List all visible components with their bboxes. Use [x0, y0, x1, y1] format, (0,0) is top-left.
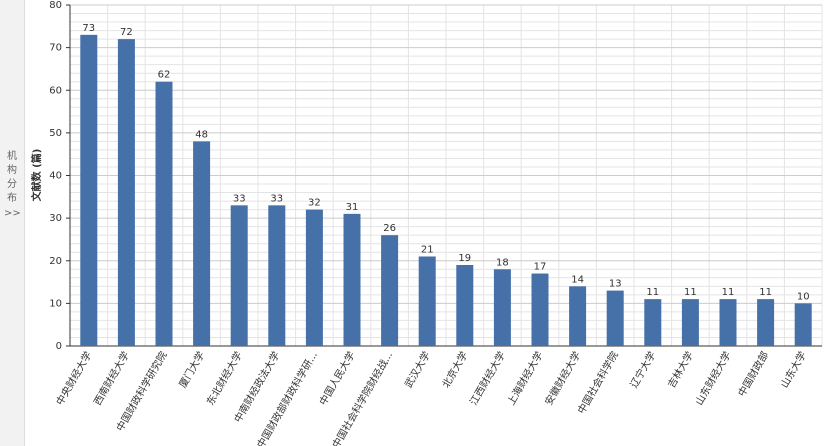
x-tick-label: 上海财经大学 [504, 349, 545, 407]
sidebar-label[interactable]: 机构分布 [7, 151, 17, 204]
data-label: 14 [571, 274, 584, 285]
bar [644, 299, 662, 346]
bar [268, 205, 286, 346]
x-tick-label: 西南财经大学 [91, 349, 132, 407]
y-tick-label: 0 [56, 341, 62, 352]
x-tick-label: 辽宁大学 [627, 349, 658, 390]
x-tick-label: 东北财经大学 [204, 349, 245, 407]
sidebar-toggle[interactable]: >> [4, 208, 21, 219]
data-label: 21 [421, 244, 434, 255]
bar [531, 273, 549, 346]
bar [80, 34, 98, 347]
data-label: 11 [722, 287, 735, 298]
bar [719, 299, 737, 346]
y-tick-label: 30 [49, 213, 62, 224]
y-tick-label: 70 [49, 43, 62, 54]
y-tick-label: 40 [49, 171, 62, 182]
sidebar[interactable]: 机构分布 >> [0, 0, 25, 446]
data-label: 62 [158, 70, 171, 81]
bar [305, 209, 323, 346]
data-label: 32 [308, 198, 321, 209]
data-label: 33 [233, 193, 246, 204]
x-tick-label: 中国社会科学院 [575, 349, 621, 416]
y-axis-title: 文献数 (篇) [30, 149, 43, 202]
y-tick-label: 10 [49, 298, 62, 309]
bar [569, 286, 587, 346]
bar [456, 265, 474, 346]
data-label: 11 [684, 287, 697, 298]
bar [155, 81, 173, 346]
x-tick-label: 中国人民大学 [316, 349, 357, 407]
bar [193, 141, 211, 346]
data-label: 11 [759, 287, 772, 298]
data-label: 13 [609, 279, 622, 290]
bar [493, 269, 511, 346]
data-label: 31 [346, 202, 359, 213]
x-tick-label: 中国财政部 [735, 349, 771, 399]
chart: 文献数 (篇) 0 10 20 30 40 50 60 70 80 中央财经大学 73 西南财经大学 7… [30, 0, 823, 446]
x-tick-label: 安徽财经大学 [542, 349, 583, 407]
x-tick-label: 江西财经大学 [467, 349, 508, 407]
x-tick-label: 中央财经大学 [53, 349, 94, 407]
x-tick-label: 中国社会科学院财经战... [329, 349, 395, 446]
x-tick-label: 中国财政部财政科学研... [254, 349, 320, 446]
y-tick-label: 80 [49, 0, 62, 11]
bar [794, 303, 812, 346]
bar [117, 39, 135, 346]
x-tick-label: 山东财经大学 [692, 349, 733, 407]
data-label: 73 [82, 23, 95, 34]
bar [418, 256, 436, 346]
x-tick-label: 吉林大学 [665, 349, 696, 390]
bar [381, 235, 399, 346]
data-label: 17 [534, 262, 547, 273]
bar [343, 213, 361, 346]
x-tick-label: 武汉大学 [402, 349, 433, 390]
data-label: 72 [120, 27, 133, 38]
x-tick-label: 北京大学 [439, 349, 470, 390]
data-label: 19 [458, 253, 471, 264]
x-tick-label: 山东大学 [778, 349, 809, 390]
data-label: 26 [383, 223, 396, 234]
x-tick-label: 厦门大学 [176, 349, 207, 390]
bar [757, 299, 775, 346]
y-tick-label: 60 [49, 85, 62, 96]
data-label: 33 [270, 193, 283, 204]
data-label: 18 [496, 257, 509, 268]
y-tick-label: 20 [49, 256, 62, 267]
bar [230, 205, 248, 346]
y-tick-label: 50 [49, 128, 62, 139]
data-label: 10 [797, 291, 810, 302]
data-label: 48 [195, 129, 208, 140]
bar [606, 290, 624, 346]
bar [681, 299, 699, 346]
data-label: 11 [646, 287, 659, 298]
